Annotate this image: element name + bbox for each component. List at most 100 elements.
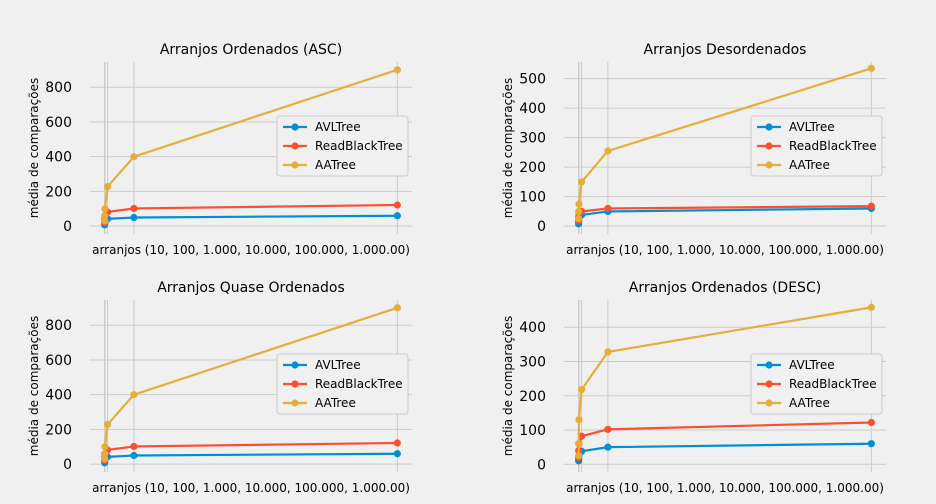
y-tick-label: 0: [537, 219, 546, 235]
chart-title: Arranjos Ordenados (DESC): [629, 280, 821, 296]
data-point-aatree: [575, 215, 583, 223]
legend-label-avltree: AVLTree: [315, 358, 361, 372]
data-point-readblacktree: [867, 418, 875, 427]
data-point-aatree: [103, 420, 112, 429]
data-point-aatree: [575, 207, 583, 216]
legend-box: [276, 353, 409, 415]
legend: AVLTree ReadBlackTree AATree: [750, 115, 883, 177]
legend-label-readblacktree: ReadBlackTree: [315, 139, 403, 153]
data-point-avltree: [604, 443, 612, 451]
legend-marker-aatree: [765, 161, 773, 169]
legend-marker-avltree: [291, 123, 299, 131]
chart-panel-1: 0 200 400 600 800 Arranjos Ordenados (ASC) arr…: [27, 42, 412, 257]
x-axis-label: arranjos (10, 100, 1.000, 10.000, 100.00…: [92, 243, 410, 257]
legend: AVLTree ReadBlackTree AATree: [276, 115, 409, 177]
chart-title: Arranjos Quase Ordenados: [157, 280, 345, 296]
x-axis-label: arranjos (10, 100, 1.000, 10.000, 100.00…: [92, 481, 410, 495]
y-tick-label: 400: [45, 388, 72, 404]
y-tick-label: 0: [537, 457, 546, 473]
data-point-aatree: [130, 153, 138, 161]
data-point-aatree: [101, 205, 109, 213]
legend-label-readblacktree: ReadBlackTree: [315, 377, 403, 391]
y-tick-label: 0: [63, 457, 72, 473]
legend-marker-aatree: [291, 399, 299, 407]
legend-label-readblacktree: ReadBlackTree: [789, 139, 877, 153]
y-axis-label: média de comparações: [501, 78, 515, 218]
y-tick-label: 200: [519, 389, 546, 405]
y-axis-label: média de comparações: [501, 316, 515, 456]
data-point-aatree: [101, 212, 109, 220]
legend-box: [750, 353, 883, 415]
data-point-readblacktree: [130, 442, 138, 451]
data-point-avltree: [393, 450, 401, 458]
y-tick-label: 300: [519, 355, 546, 371]
legend-marker-readblacktree: [765, 142, 773, 150]
legend-box: [750, 115, 883, 177]
chart-title: Arranjos Desordenados: [644, 42, 807, 58]
data-point-aatree: [867, 64, 875, 72]
legend-label-avltree: AVLTree: [789, 120, 835, 134]
legend-marker-avltree: [291, 361, 299, 369]
legend-label-aatree: AATree: [315, 158, 356, 172]
data-point-avltree: [867, 440, 875, 448]
y-tick-label: 800: [45, 318, 72, 334]
legend-label-readblacktree: ReadBlackTree: [789, 377, 877, 391]
data-point-aatree: [604, 147, 612, 155]
legend-label-aatree: AATree: [789, 158, 830, 172]
data-point-aatree: [130, 391, 138, 399]
legend-marker-aatree: [291, 161, 299, 169]
y-tick-label: 200: [45, 184, 72, 200]
legend-marker-readblacktree: [765, 380, 773, 388]
data-point-aatree: [577, 178, 586, 186]
y-axis-label: média de comparações: [27, 316, 41, 456]
y-tick-label: 800: [45, 80, 72, 96]
data-point-avltree: [393, 212, 401, 220]
legend-marker-readblacktree: [291, 380, 299, 388]
legend-box: [276, 115, 409, 177]
data-point-avltree: [130, 451, 138, 460]
data-point-aatree: [393, 66, 401, 74]
chart-panel-3: 0 200 400 600 800 Arranjos Quase Ordenados arr…: [27, 280, 412, 495]
data-point-readblacktree: [130, 204, 138, 213]
legend-label-avltree: AVLTree: [315, 120, 361, 134]
data-point-readblacktree: [393, 201, 401, 209]
data-point-aatree: [101, 217, 109, 225]
legend: AVLTree ReadBlackTree AATree: [276, 353, 409, 415]
y-tick-label: 200: [519, 160, 546, 176]
legend-marker-avltree: [765, 361, 773, 369]
data-point-aatree: [101, 450, 109, 458]
legend-marker-avltree: [765, 123, 773, 131]
chart-panel-4: 0 100 200 300 400 Arranjos Ordenados (DESC) ar…: [501, 280, 886, 495]
data-point-aatree: [577, 385, 586, 394]
data-point-aatree: [393, 304, 401, 312]
legend-label-aatree: AATree: [315, 396, 356, 410]
y-tick-label: 600: [45, 115, 72, 131]
y-tick-label: 600: [45, 353, 72, 369]
data-point-aatree: [604, 348, 612, 356]
legend: AVLTree ReadBlackTree AATree: [750, 353, 883, 415]
data-point-aatree: [101, 443, 109, 451]
data-point-avltree: [130, 213, 138, 222]
y-tick-label: 400: [45, 150, 72, 166]
data-point-aatree: [101, 455, 109, 463]
chart-panel-2: 0 100 200 300 400 500 Arranjos Desordenados arr…: [501, 42, 886, 257]
y-tick-label: 0: [63, 219, 72, 235]
data-point-aatree: [575, 452, 583, 460]
y-tick-label: 400: [519, 320, 546, 336]
y-tick-label: 100: [519, 423, 546, 439]
data-point-readblacktree: [393, 439, 401, 447]
data-point-aatree: [103, 182, 112, 191]
y-tick-label: 500: [519, 72, 546, 88]
y-tick-label: 100: [519, 190, 546, 206]
legend-label-aatree: AATree: [789, 396, 830, 410]
y-tick-label: 400: [519, 101, 546, 117]
data-point-readblacktree: [604, 425, 612, 433]
y-tick-label: 300: [519, 131, 546, 147]
data-point-aatree: [575, 200, 583, 208]
data-point-aatree: [867, 303, 875, 311]
legend-label-avltree: AVLTree: [789, 358, 835, 372]
legend-marker-aatree: [765, 399, 773, 407]
data-point-aatree: [575, 416, 583, 424]
y-axis-label: média de comparações: [27, 78, 41, 218]
